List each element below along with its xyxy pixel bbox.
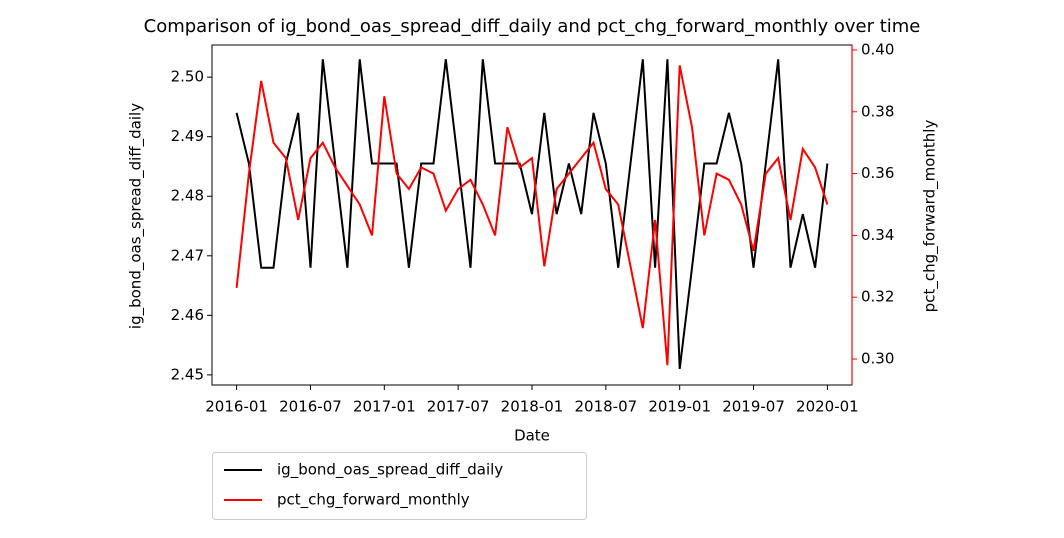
y-tick-label: 2.48 bbox=[171, 187, 204, 205]
x-axis-label: Date bbox=[514, 427, 550, 445]
y2-tick-label: 0.34 bbox=[861, 226, 894, 244]
legend-box bbox=[212, 452, 587, 520]
x-tick-label: 2017-01 bbox=[353, 398, 416, 416]
x-tick-label: 2019-01 bbox=[648, 398, 711, 416]
y-tick-label: 2.45 bbox=[171, 365, 204, 383]
y2-axis-label: pct_chg_forward_monthly bbox=[921, 120, 940, 313]
x-tick-label: 2017-07 bbox=[427, 398, 490, 416]
chart-title: Comparison of ig_bond_oas_spread_diff_da… bbox=[144, 16, 921, 37]
data-line bbox=[235, 65, 829, 366]
y-axis-label: ig_bond_oas_spread_diff_daily bbox=[127, 103, 146, 329]
data-line bbox=[235, 59, 829, 370]
x-tick-label: 2020-01 bbox=[796, 398, 859, 416]
y-tick-label: 2.47 bbox=[171, 246, 204, 264]
y-tick-label: 2.49 bbox=[171, 127, 204, 145]
y2-tick-label: 0.36 bbox=[861, 164, 894, 182]
y2-tick-label: 0.38 bbox=[861, 102, 894, 120]
x-tick-label: 2019-07 bbox=[722, 398, 785, 416]
y-tick-label: 2.50 bbox=[171, 68, 204, 86]
x-tick-label: 2018-01 bbox=[501, 398, 564, 416]
legend-label: ig_bond_oas_spread_diff_daily bbox=[277, 461, 503, 480]
plot-frame bbox=[211, 44, 853, 386]
x-tick-label: 2016-01 bbox=[205, 398, 268, 416]
x-tick-label: 2016-07 bbox=[279, 398, 342, 416]
y2-tick-label: 0.32 bbox=[861, 288, 894, 306]
y-tick-label: 2.46 bbox=[171, 306, 204, 324]
y2-tick-label: 0.30 bbox=[861, 350, 894, 368]
x-tick-label: 2018-07 bbox=[575, 398, 638, 416]
y2-tick-label: 0.40 bbox=[861, 40, 894, 58]
legend-label: pct_chg_forward_monthly bbox=[277, 491, 470, 510]
